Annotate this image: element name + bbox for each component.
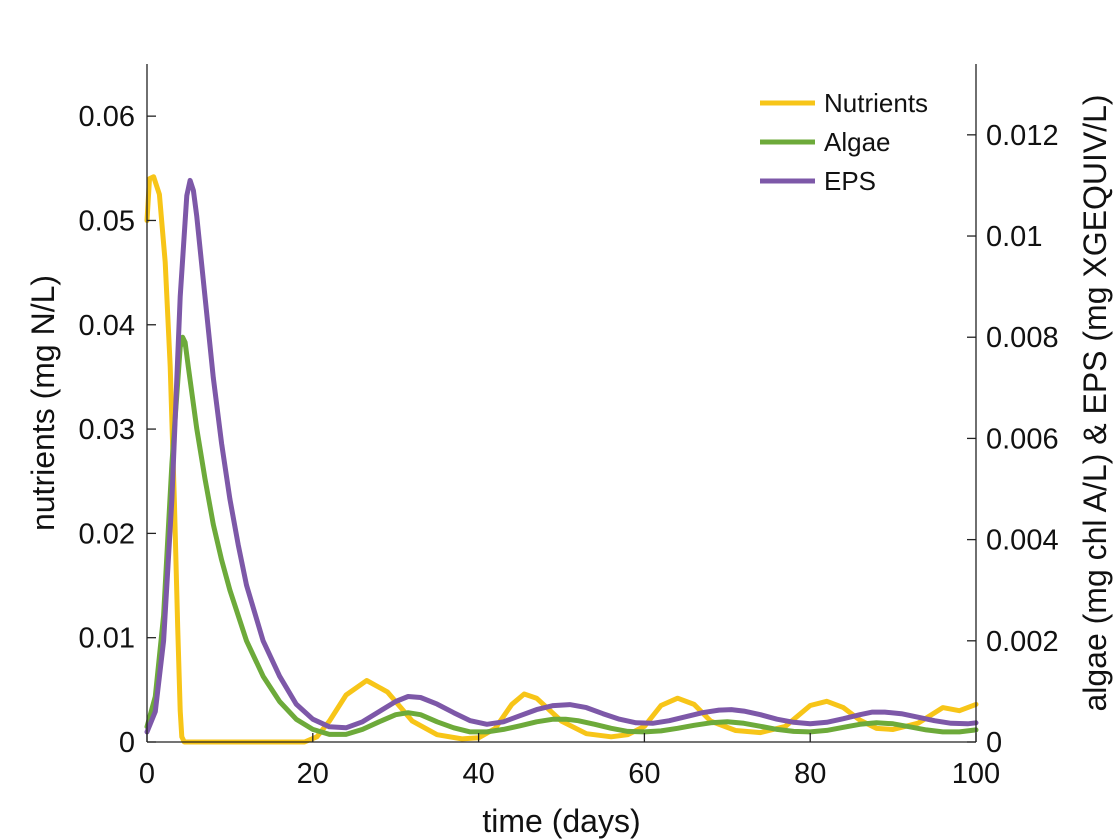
y-tick-label-right: 0.01 <box>986 221 1042 253</box>
y-tick-label-right: 0.002 <box>986 626 1059 658</box>
y-tick-label-left: 0.04 <box>79 310 135 342</box>
x-tick-label: 80 <box>794 758 826 790</box>
y-tick-label-right: 0.008 <box>986 322 1059 354</box>
y-tick-label-right: 0.004 <box>986 525 1059 557</box>
y-tick-label-left: 0 <box>119 727 135 759</box>
y-tick-label-left: 0.02 <box>79 518 135 550</box>
y-tick-label-right: 0.006 <box>986 423 1059 455</box>
legend-label-nutrients: Nutrients <box>824 88 928 118</box>
x-tick-label: 0 <box>139 758 155 790</box>
x-tick-label: 20 <box>297 758 329 790</box>
y-tick-label-left: 0.03 <box>79 414 135 446</box>
y-tick-label-left: 0.06 <box>79 101 135 133</box>
x-tick-label: 100 <box>952 758 1000 790</box>
y-tick-label-left: 0.01 <box>79 623 135 655</box>
legend: Nutrients Algae EPS <box>760 88 928 196</box>
y-tick-label-right: 0 <box>986 727 1002 759</box>
y-tick-label-left: 0.05 <box>79 205 135 237</box>
legend-label-eps: EPS <box>824 166 876 196</box>
series-line-algae <box>147 337 976 734</box>
legend-label-algae: Algae <box>824 127 891 157</box>
y-axis-label-left: nutrients (mg N/L) <box>25 275 61 531</box>
y-axis-label-right: algae (mg chl A/L) & EPS (mg XGEQUIV/L) <box>1077 94 1113 711</box>
y-tick-label-right: 0.012 <box>986 120 1059 152</box>
series-line-eps <box>147 180 976 732</box>
plot-lines <box>147 177 976 742</box>
x-axis-label: time (days) <box>482 803 640 839</box>
x-tick-label: 40 <box>462 758 494 790</box>
x-tick-label: 60 <box>628 758 660 790</box>
